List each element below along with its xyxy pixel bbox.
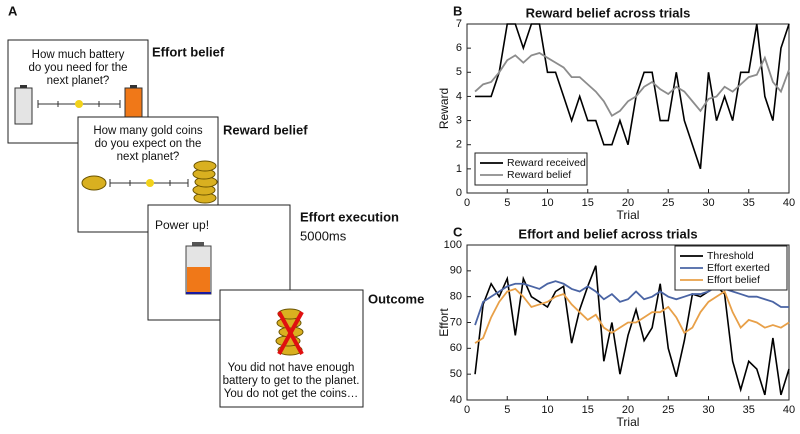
y-tick-label: 90 [450,265,462,277]
panel-label: B [453,3,462,18]
y-tick-label: 50 [450,368,462,380]
y-tick-label: 0 [456,187,462,199]
y-tick-label: 6 [456,42,462,54]
x-tick-label: 0 [464,197,470,209]
card-text: Power up! [155,218,209,232]
x-tick-label: 35 [743,197,755,209]
y-tick-label: 70 [450,316,462,328]
y-tick-label: 100 [444,239,462,251]
x-tick-label: 15 [582,404,594,416]
card-text: You did not have enough [228,362,355,374]
legend-label: Threshold [707,250,754,262]
stage-label: Reward belief [223,122,308,137]
y-tick-label: 2 [456,139,462,151]
y-tick-label: 80 [450,291,462,303]
x-tick-label: 5 [504,197,510,209]
x-tick-label: 20 [622,197,634,209]
x-tick-label: 10 [541,404,553,416]
battery [185,242,212,295]
x-tick-label: 20 [622,404,634,416]
x-tick-label: 30 [702,404,714,416]
card-text: How much battery [32,49,125,61]
x-axis-label: Trial [617,415,640,429]
data-line [474,280,789,326]
coin-slider [81,160,218,204]
card-text: do you need for the [28,62,127,74]
y-tick-label: 5 [456,66,462,78]
chart-title: Effort and belief across trials [518,226,697,241]
chart-title: Reward belief across trials [526,5,691,20]
x-tick-label: 25 [662,197,674,209]
x-tick-label: 10 [541,197,553,209]
data-line [474,287,790,344]
x-tick-label: 35 [743,404,755,416]
card-text: next planet? [47,75,110,87]
axes-box [466,23,790,194]
card-text: How many gold coins [93,125,203,137]
y-tick-label: 7 [456,18,462,30]
x-tick-label: 30 [702,197,714,209]
y-axis-label: Reward [437,88,451,129]
x-tick-label: 5 [504,404,510,416]
y-tick-label: 1 [456,163,462,175]
x-tick-label: 0 [464,404,470,416]
stage-label: Effort belief [152,44,225,59]
x-tick-label: 40 [783,197,795,209]
y-tick-label: 40 [450,394,462,406]
y-tick-label: 3 [456,114,462,126]
x-tick-label: 15 [582,197,594,209]
panel-label: A [8,3,18,18]
panel-label: C [453,224,463,239]
lost-coins [275,308,304,356]
x-axis-label: Trial [617,208,640,222]
card-text: You do not get the coins… [224,388,358,400]
y-tick-label: 60 [450,342,462,354]
card-text: next planet? [117,151,180,163]
legend-label: Reward received [507,157,586,169]
y-axis-label: Effort [437,308,451,337]
data-line [474,51,790,117]
legend-box [474,152,588,186]
duration-label: 5000ms [300,228,347,243]
stage-label: Outcome [368,291,424,306]
stage-label: Effort execution [300,209,399,224]
y-tick-label: 4 [456,90,462,102]
x-tick-label: 25 [662,404,674,416]
battery-slider [14,85,143,125]
card-text: battery to get to the planet. [223,375,360,387]
legend-label: Effort exerted [707,262,770,274]
x-tick-label: 40 [783,404,795,416]
data-line [475,23,790,170]
legend-label: Reward belief [507,169,571,181]
card-text: do you expect on the [95,138,202,150]
legend-label: Effort belief [707,274,760,286]
